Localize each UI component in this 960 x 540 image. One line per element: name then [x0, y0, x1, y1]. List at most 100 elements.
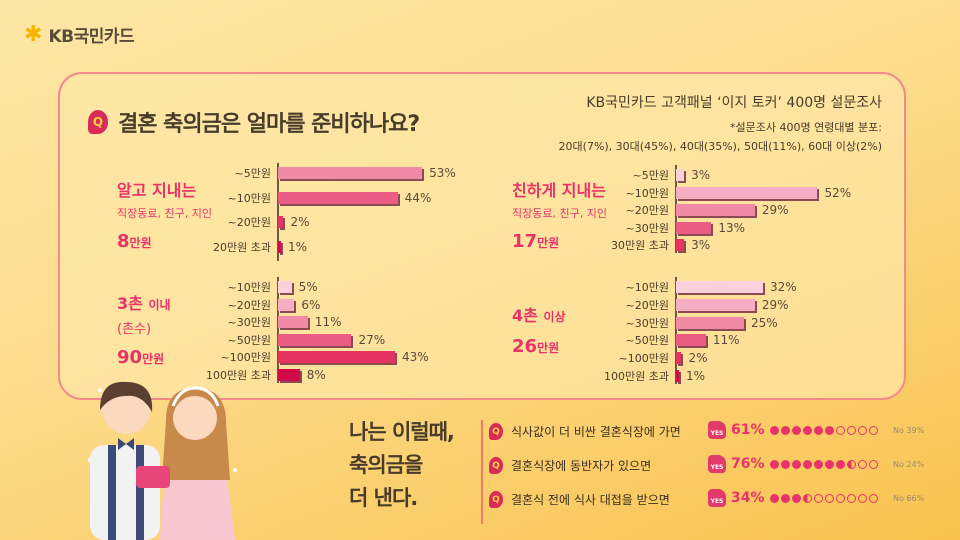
yes-no-stat: YES 34% No 66% — [708, 489, 924, 507]
bar — [278, 167, 423, 179]
rating-dot — [836, 425, 845, 435]
bar — [278, 351, 395, 364]
data-label: 53% — [429, 166, 456, 180]
bottom-heading-line: 더 낸다. — [349, 486, 418, 510]
average-value: 8 — [117, 231, 130, 252]
category-label: ~5만원 — [632, 169, 669, 182]
rating-dot — [814, 493, 823, 503]
data-label: 13% — [718, 220, 746, 235]
category-label: ~50만원 — [625, 334, 669, 348]
survey-source: KB국민카드 고객패널 ‘이지 토커’ 400명 설문조사 — [586, 95, 882, 111]
bar — [278, 316, 308, 329]
data-label: 52% — [824, 185, 852, 200]
group-label-acquaintance: 알고 지내는 직장동료, 친구, 지인 8만원 — [117, 177, 212, 252]
bar — [676, 316, 744, 329]
group-average: 26만원 — [512, 336, 566, 357]
thumbs-up-yes-icon: YES — [708, 421, 726, 439]
rating-dot — [869, 425, 878, 435]
chart-axis — [277, 163, 279, 261]
bottom-heading-line: 나는 이럴때, — [349, 420, 455, 444]
condition-item: Q 결혼식장에 동반자가 있으면 — [489, 457, 651, 474]
no-percent: No 66% — [893, 493, 925, 503]
average-unit: 만원 — [129, 236, 152, 250]
chart-axis — [675, 277, 677, 384]
chart-axis — [277, 277, 279, 383]
category-label: ~10만원 — [227, 191, 271, 205]
category-label: 100만원 초과 — [206, 369, 271, 382]
data-label: 6% — [301, 297, 321, 312]
category-label: ~5만원 — [234, 167, 271, 180]
rating-dot — [803, 425, 812, 435]
survey-info: KB국민카드 고객패널 ‘이지 토커’ 400명 설문조사 *설문조사 400명… — [559, 92, 882, 156]
kb-star-icon: ✱ — [24, 21, 43, 47]
rating-dot — [847, 493, 856, 503]
condition-text: 식사값이 더 비싼 결혼식장에 가면 — [511, 425, 681, 439]
rating-dot — [825, 493, 834, 503]
yes-no-stat: YES 61% No 39% — [708, 421, 924, 439]
question-header: Q 결혼 축의금은 얼마를 준비하나요? — [88, 106, 420, 138]
data-label: 32% — [770, 280, 797, 294]
data-label: 3% — [691, 168, 711, 182]
average-unit: 만원 — [537, 236, 560, 250]
divider — [481, 420, 483, 524]
category-label: ~30만원 — [227, 316, 271, 330]
bar — [676, 298, 755, 311]
rating-dot — [770, 459, 779, 469]
bottom-heading-line: 축의금을 — [349, 453, 423, 477]
data-label: 25% — [751, 315, 778, 330]
rating-dot — [770, 493, 779, 503]
data-label: 8% — [306, 368, 326, 382]
average-value: 90 — [117, 347, 143, 368]
category-label: ~20만원 — [227, 216, 271, 229]
data-label: 2% — [290, 215, 310, 229]
no-percent: No 24% — [893, 459, 925, 469]
rating-dot — [803, 493, 812, 503]
rating-dot — [869, 459, 878, 469]
average-unit: 만원 — [142, 352, 165, 366]
couple-illustration — [88, 381, 237, 540]
group-title: 알고 지내는 — [117, 181, 197, 200]
condition-text: 결혼식장에 동반자가 있으면 — [511, 459, 652, 473]
rating-dot — [825, 425, 834, 435]
group-subtitle: 직장동료, 친구, 지인 — [512, 207, 607, 220]
rating-dot — [847, 459, 856, 469]
logo-text: KB국민카드 — [48, 27, 135, 47]
category-label: ~100만원 — [220, 351, 271, 365]
data-label: 1% — [686, 369, 706, 383]
bar — [676, 221, 712, 234]
page-title: 결혼 축의금은 얼마를 준비하나요? — [118, 112, 420, 137]
data-label: 5% — [298, 280, 318, 294]
dot-gauge — [770, 493, 878, 503]
rating-dot — [858, 425, 867, 435]
bottom-heading: 나는 이럴때, 축의금을 더 낸다. — [349, 416, 455, 515]
group-title-main: 3촌 — [117, 294, 143, 313]
data-label: 29% — [761, 203, 789, 217]
survey-age-distribution: 20대(7%), 30대(45%), 40대(35%), 50대(11%), 6… — [558, 140, 882, 153]
rating-dot — [847, 425, 856, 435]
yes-percent: 76% — [731, 456, 765, 472]
group-title-suffix: 이상 — [543, 310, 566, 324]
group-title: 친하게 지내는 — [512, 181, 606, 200]
bar — [676, 334, 706, 347]
group-average: 8만원 — [117, 231, 212, 252]
group-average: 90만원 — [117, 347, 171, 368]
bar — [676, 239, 685, 251]
yes-percent: 34% — [731, 490, 765, 506]
yes-no-stat: YES 76% No 24% — [708, 455, 924, 473]
bar — [278, 191, 398, 204]
group-subtitle: 직장동료, 친구, 지인 — [117, 207, 212, 220]
rating-dot — [792, 459, 801, 469]
yes-label: YES — [710, 498, 724, 505]
rating-dot — [858, 493, 867, 503]
rating-dot — [781, 459, 790, 469]
dot-gauge — [770, 459, 878, 469]
bar — [676, 186, 818, 199]
group-title: 3촌 이내 — [117, 290, 171, 314]
condition-item: Q 식사값이 더 비싼 결혼식장에 가면 — [489, 423, 681, 440]
category-label: ~10만원 — [625, 281, 669, 294]
rating-dot — [781, 425, 790, 435]
thumbs-up-yes-icon: YES — [708, 455, 726, 473]
group-label-3chon: 3촌 이내 (촌수) 90만원 — [117, 290, 171, 368]
thumbs-up-yes-icon: YES — [708, 489, 726, 507]
bar — [278, 240, 281, 253]
